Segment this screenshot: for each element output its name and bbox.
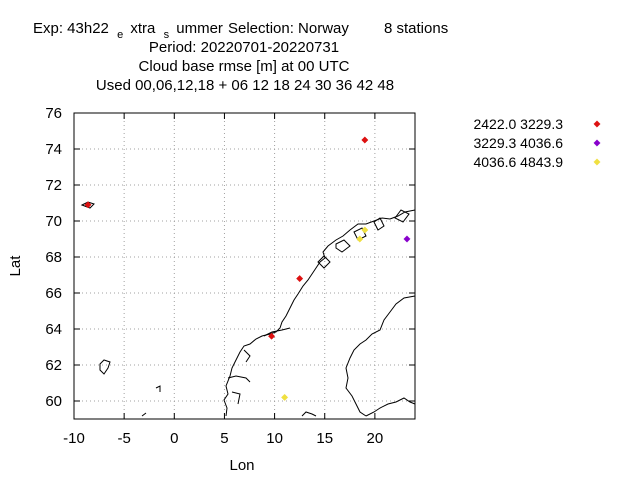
legend-label: 2422.0 3229.3 [473, 116, 563, 132]
y-tick-label: 72 [45, 177, 62, 194]
y-tick-label: 70 [45, 213, 62, 230]
x-tick-label: 5 [220, 430, 228, 447]
y-axis-label: Lat [7, 255, 24, 277]
data-points [84, 136, 411, 401]
legend-marker [593, 158, 601, 166]
y-tick-label: 64 [45, 321, 62, 338]
data-point-series-1 [361, 136, 369, 144]
x-tick-label: 15 [316, 430, 333, 447]
legend-marker [593, 139, 601, 147]
x-tick-label: -5 [117, 430, 130, 447]
title-line-2: Period: 20220701-20220731 [149, 39, 339, 56]
x-tick-label: 0 [170, 430, 178, 447]
y-tick-label: 76 [45, 105, 62, 122]
data-point-series-3 [281, 393, 289, 401]
data-point-series-2 [403, 235, 411, 243]
legend-label: 4036.6 4843.9 [473, 154, 563, 170]
x-tick-label: 20 [367, 430, 384, 447]
legend-label: 3229.3 4036.6 [473, 135, 563, 151]
y-tick-label: 66 [45, 285, 62, 302]
data-point-series-3 [356, 235, 364, 243]
legend: 2422.0 3229.3 3229.3 4036.6 4036.6 4843.9 [473, 116, 601, 170]
data-point-series-1 [84, 201, 92, 209]
axes: -10 -5 0 5 10 15 20 60 62 64 66 68 70 72 74 76 [45, 105, 416, 447]
y-tick-label: 68 [45, 249, 62, 266]
y-tick-label: 62 [45, 357, 62, 374]
plot-frame [73, 112, 416, 420]
x-axis-label: Lon [229, 457, 254, 474]
coastline [80, 201, 416, 417]
data-point-series-3 [361, 226, 369, 234]
legend-marker [593, 120, 601, 128]
x-tick-label: 10 [266, 430, 283, 447]
data-point-series-1 [296, 275, 304, 283]
title-line-4: Used 00,06,12,18 + 06 12 18 24 30 36 42 … [96, 77, 394, 94]
grid [74, 113, 415, 419]
x-tick-label: -10 [63, 430, 85, 447]
y-tick-label: 74 [45, 141, 62, 158]
title-line-1: Exp: 43h22 e xtra s ummer Selection: Nor… [33, 20, 448, 42]
data-point-series-1 [268, 332, 276, 340]
title-line-3: Cloud base rmse [m] at 00 UTC [139, 58, 350, 75]
y-tick-label: 60 [45, 393, 62, 410]
